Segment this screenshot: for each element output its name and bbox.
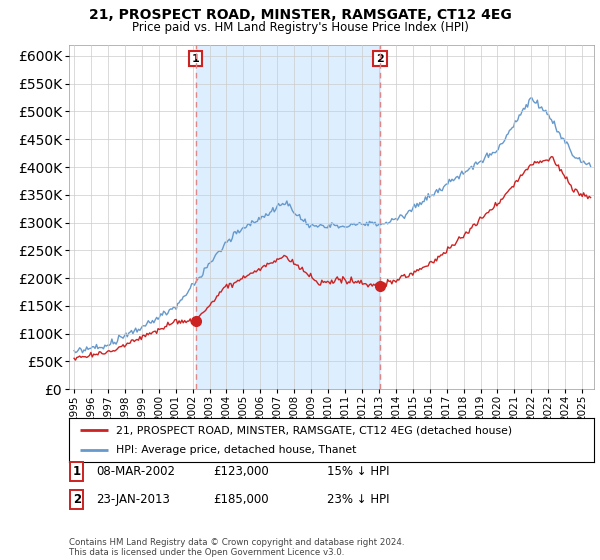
Text: 1: 1: [73, 465, 81, 478]
Text: 21, PROSPECT ROAD, MINSTER, RAMSGATE, CT12 4EG: 21, PROSPECT ROAD, MINSTER, RAMSGATE, CT…: [89, 8, 511, 22]
Text: 23-JAN-2013: 23-JAN-2013: [96, 493, 170, 506]
Text: 23% ↓ HPI: 23% ↓ HPI: [327, 493, 389, 506]
Text: £185,000: £185,000: [213, 493, 269, 506]
Text: £123,000: £123,000: [213, 465, 269, 478]
Bar: [196, 45, 380, 389]
Text: 21, PROSPECT ROAD, MINSTER, RAMSGATE, CT12 4EG (detached house): 21, PROSPECT ROAD, MINSTER, RAMSGATE, CT…: [116, 425, 512, 435]
Text: 1: 1: [192, 54, 200, 64]
Text: HPI: Average price, detached house, Thanet: HPI: Average price, detached house, Than…: [116, 445, 356, 455]
Text: 15% ↓ HPI: 15% ↓ HPI: [327, 465, 389, 478]
Text: Contains HM Land Registry data © Crown copyright and database right 2024.
This d: Contains HM Land Registry data © Crown c…: [69, 538, 404, 557]
Text: 2: 2: [376, 54, 384, 64]
Text: 08-MAR-2002: 08-MAR-2002: [96, 465, 175, 478]
Text: 2: 2: [73, 493, 81, 506]
Text: Price paid vs. HM Land Registry's House Price Index (HPI): Price paid vs. HM Land Registry's House …: [131, 21, 469, 34]
